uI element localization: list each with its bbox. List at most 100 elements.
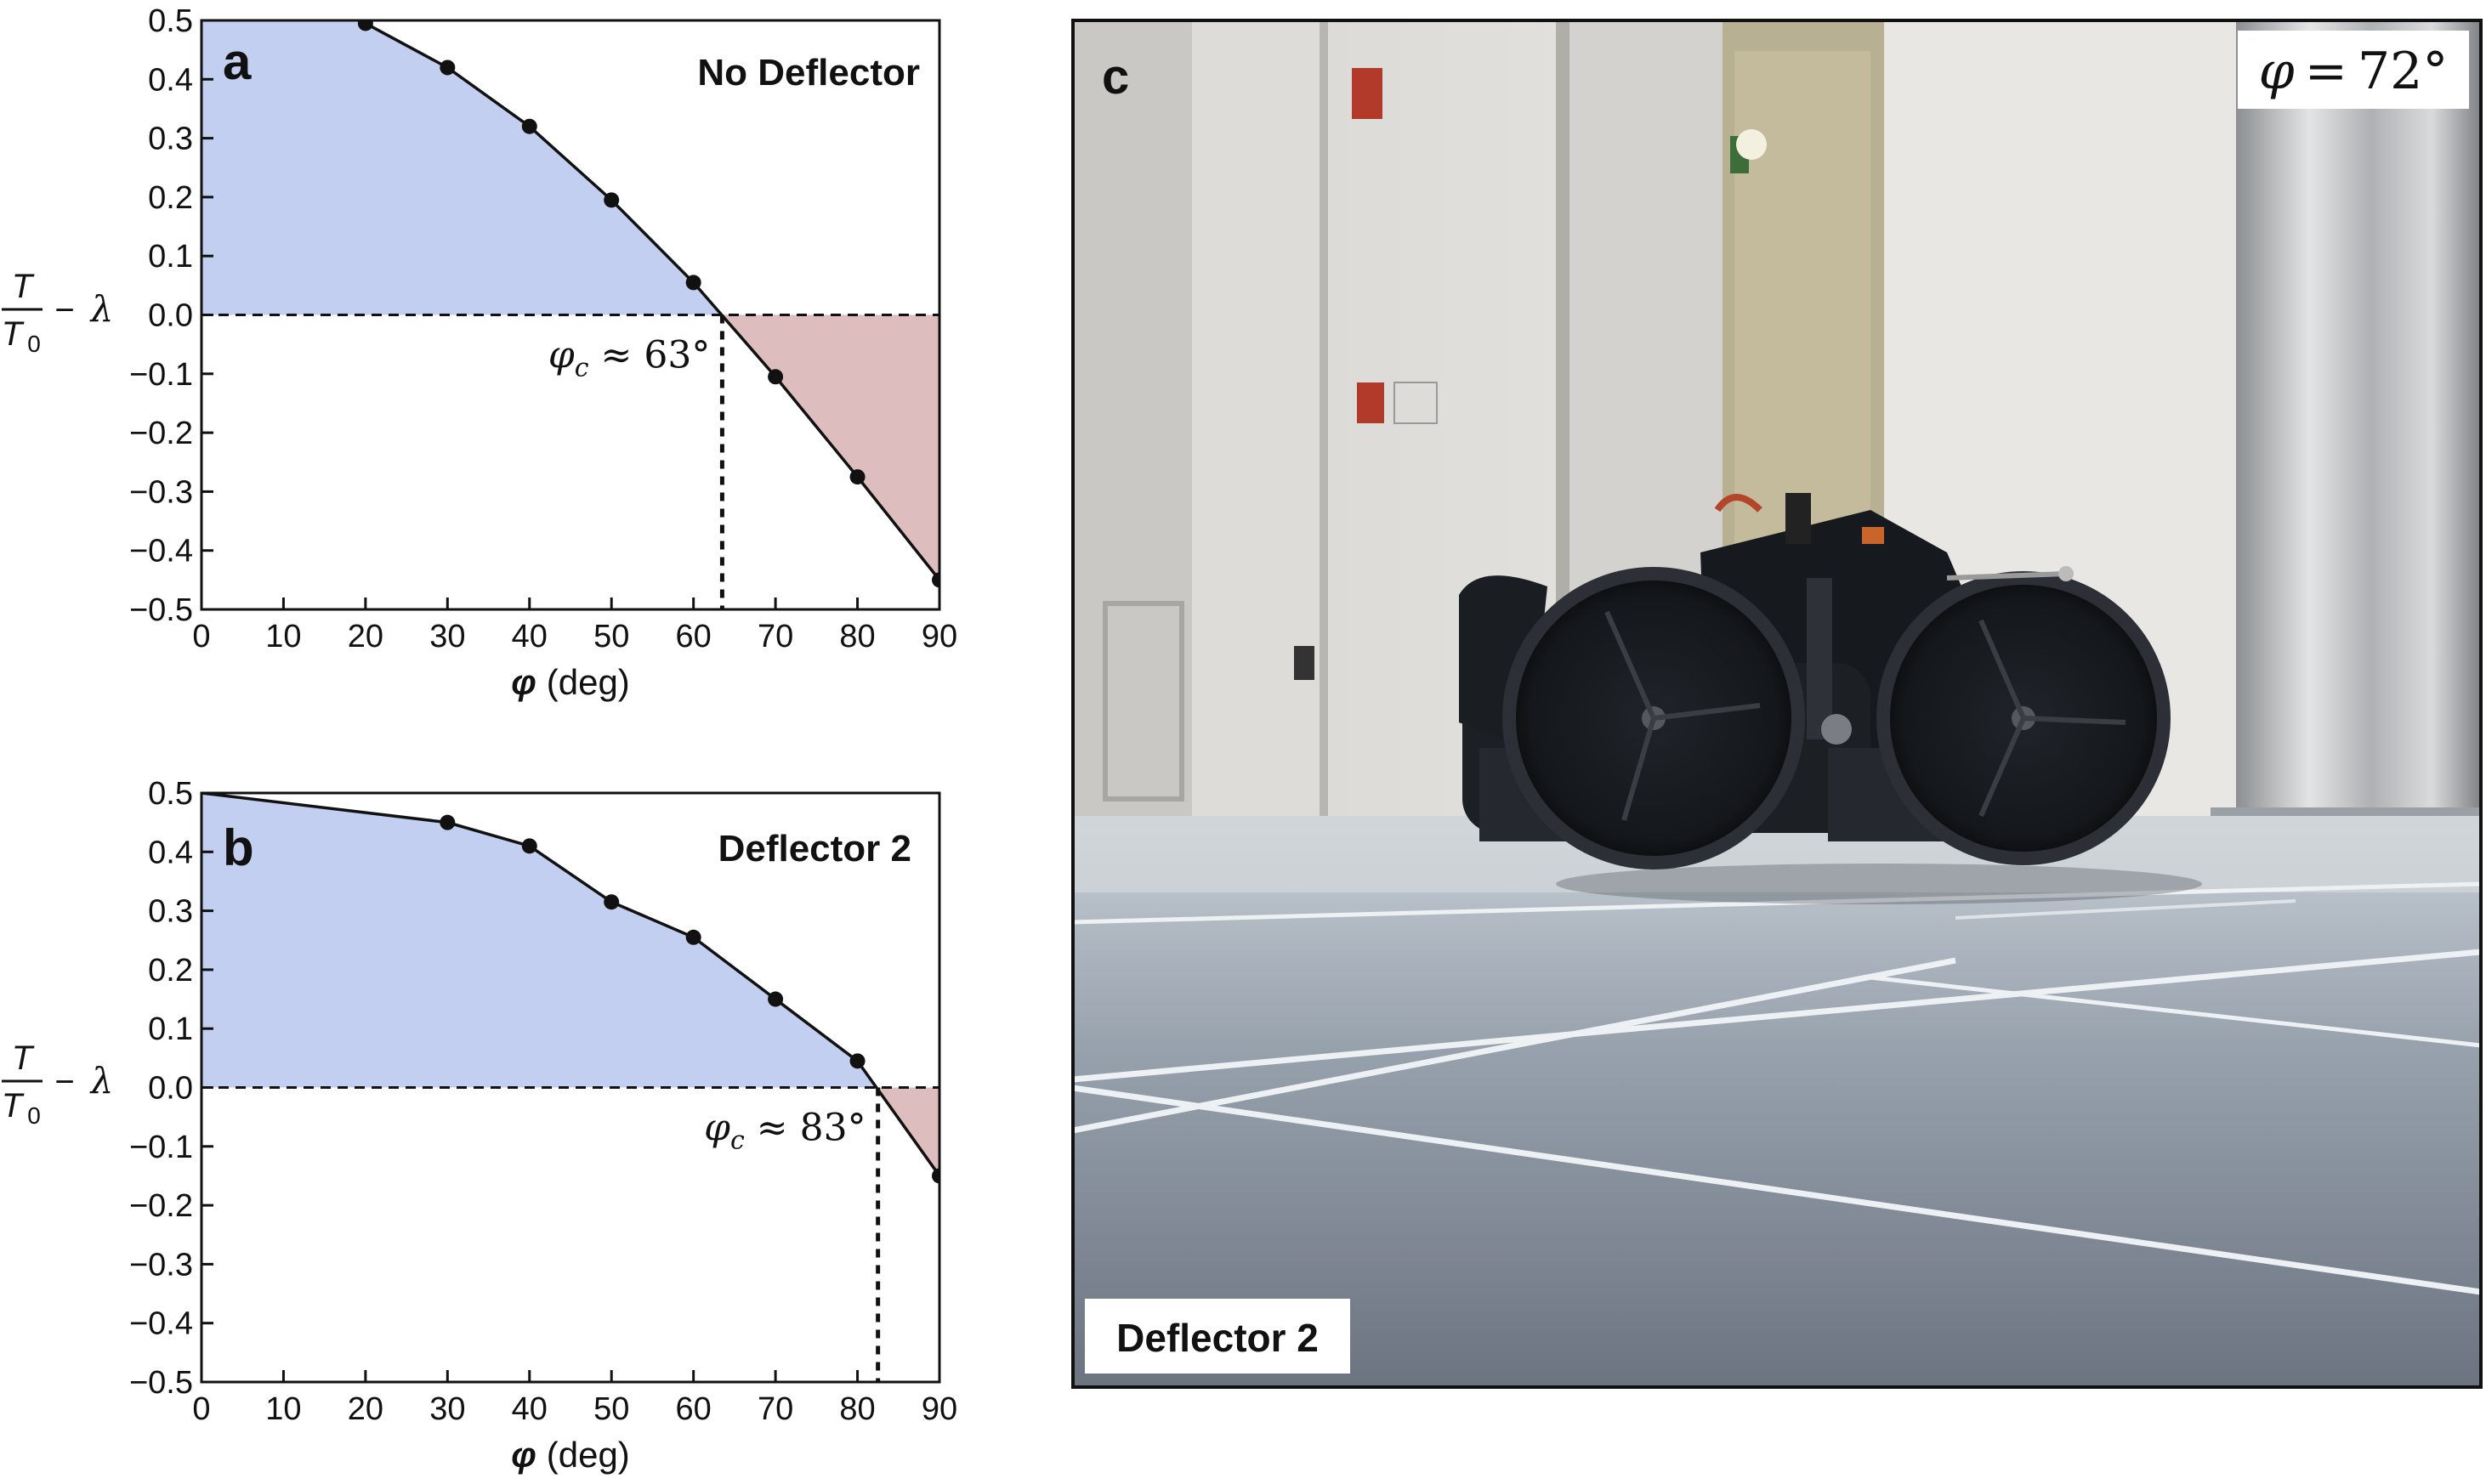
angle-equals: = xyxy=(2305,42,2347,101)
panel-label-b: b xyxy=(223,819,254,876)
y-label-lambda: λ xyxy=(89,288,114,330)
critical-approx: ≈ xyxy=(601,334,633,377)
x-tick-label: 40 xyxy=(512,1391,548,1427)
y-tick-label: −0.5 xyxy=(129,592,193,628)
x-tick-label: 70 xyxy=(758,619,793,654)
data-point xyxy=(768,991,784,1007)
x-tick-label: 30 xyxy=(429,619,465,654)
x-tick-label: 80 xyxy=(839,1391,875,1427)
y-label-subscript: 0 xyxy=(27,331,41,357)
y-label-denominator: T xyxy=(2,1087,25,1124)
data-point xyxy=(521,118,537,134)
panel-label-a: a xyxy=(223,33,252,90)
x-tick-label: 0 xyxy=(192,619,210,654)
x-axis-symbol: φ xyxy=(511,662,536,702)
negative-region-fill xyxy=(722,314,939,581)
panel-c-photo: c φ = 72° Deflector 2 xyxy=(1071,19,2483,1389)
critical-angle-label: φc ≈83° xyxy=(704,1107,866,1156)
y-label-lambda: λ xyxy=(89,1060,114,1102)
y-label-subscript: 0 xyxy=(27,1102,41,1129)
y-tick-label: 0.1 xyxy=(148,239,193,275)
x-tick-label: 80 xyxy=(839,619,875,654)
x-tick-label: 10 xyxy=(265,619,301,654)
panel-a-chart: 0 10 20 30 40 50 60 70 80 90 −0.5 −0.4 −0.3 −0.2 −0.1 0… xyxy=(2,3,957,702)
photo-scene xyxy=(1073,20,2481,1387)
x-tick-label: 90 xyxy=(922,619,957,654)
y-tick-label: 0.2 xyxy=(148,953,193,988)
y-tick-label: 0.4 xyxy=(148,835,193,870)
x-tick-label: 30 xyxy=(429,1391,465,1427)
critical-angle-label: φc ≈63° xyxy=(548,334,711,383)
angle-value: 72° xyxy=(2358,42,2448,101)
critical-approx: ≈ xyxy=(757,1107,788,1150)
photo-label: Deflector 2 xyxy=(1116,1316,1319,1360)
y-tick-label: −0.3 xyxy=(129,474,193,510)
x-tick-label: 40 xyxy=(512,619,548,654)
x-axis-unit: (deg) xyxy=(547,1435,630,1475)
y-tick-label: −0.4 xyxy=(129,534,193,569)
data-point xyxy=(604,894,620,910)
x-axis-label: φ (deg) xyxy=(511,662,630,702)
y-tick-label: −0.2 xyxy=(129,416,193,451)
critical-value: 63° xyxy=(644,334,710,377)
x-tick-label: 60 xyxy=(676,619,712,654)
y-tick-label: −0.5 xyxy=(129,1365,193,1401)
data-point xyxy=(440,59,456,76)
x-tick-label: 0 xyxy=(192,1391,210,1427)
positive-region-fill xyxy=(201,793,878,1088)
y-tick-label: 0.0 xyxy=(148,1071,193,1107)
ducted-fan-robot-icon xyxy=(1459,493,2202,904)
x-tick-label: 50 xyxy=(593,619,629,654)
data-point xyxy=(932,572,939,588)
x-axis-symbol: φ xyxy=(511,1435,536,1475)
y-tick-label: 0.2 xyxy=(148,180,193,216)
y-tick-label: 0.3 xyxy=(148,122,193,157)
angle-symbol: φ xyxy=(2259,42,2295,101)
y-tick-label: −0.1 xyxy=(129,1130,193,1165)
x-tick-label: 20 xyxy=(348,1391,383,1427)
x-tick-label: 90 xyxy=(922,1391,957,1427)
x-tick-label: 20 xyxy=(348,619,383,654)
x-tick-label: 50 xyxy=(593,1391,629,1427)
data-point xyxy=(768,369,784,385)
photo-label-box xyxy=(1085,1299,1350,1374)
critical-value: 83° xyxy=(800,1107,866,1150)
data-point xyxy=(685,929,701,945)
y-tick-label: 0.5 xyxy=(148,776,193,812)
y-tick-label: −0.2 xyxy=(129,1188,193,1224)
data-point xyxy=(932,1168,939,1184)
angle-label: φ = 72° xyxy=(2259,42,2449,101)
data-point xyxy=(685,275,701,291)
y-label-numerator: T xyxy=(12,268,35,305)
data-point xyxy=(521,838,537,854)
y-tick-label: 0.4 xyxy=(148,62,193,98)
critical-symbol: φ xyxy=(548,334,575,377)
x-tick-label: 10 xyxy=(265,1391,301,1427)
y-tick-label: −0.1 xyxy=(129,357,193,393)
panel-label-c: c xyxy=(1102,49,1129,105)
y-tick-label: −0.4 xyxy=(129,1306,193,1342)
angle-label-box xyxy=(2238,31,2469,109)
data-point xyxy=(440,814,456,830)
panel-b-chart: 0 10 20 30 40 50 60 70 80 90−0.5−0.4−0.3−0.2−0.10… xyxy=(2,776,957,1475)
y-tick-label: 0.0 xyxy=(148,298,193,334)
critical-symbol: φ xyxy=(704,1107,730,1150)
data-point xyxy=(849,469,866,485)
photo-frame xyxy=(1071,19,2483,1389)
y-axis-label: TT 0− λ xyxy=(2,268,114,357)
y-label-numerator: T xyxy=(12,1039,35,1077)
y-axis-label: TT 0− λ xyxy=(2,1039,114,1129)
y-tick-label: 0.1 xyxy=(148,1011,193,1047)
y-tick-label: 0.5 xyxy=(148,3,193,39)
data-point xyxy=(357,20,373,31)
data-line xyxy=(201,793,939,1177)
x-tick-label: 70 xyxy=(758,1391,793,1427)
positive-region-fill xyxy=(201,20,723,315)
x-tick-label: 60 xyxy=(676,1391,712,1427)
x-axis-label: φ (deg) xyxy=(511,1435,630,1475)
data-point xyxy=(604,192,620,208)
y-tick-label: −0.3 xyxy=(129,1247,193,1283)
y-label-minus: − xyxy=(54,1063,74,1101)
y-label-denominator: T xyxy=(2,315,25,353)
critical-subscript: c xyxy=(575,354,589,383)
